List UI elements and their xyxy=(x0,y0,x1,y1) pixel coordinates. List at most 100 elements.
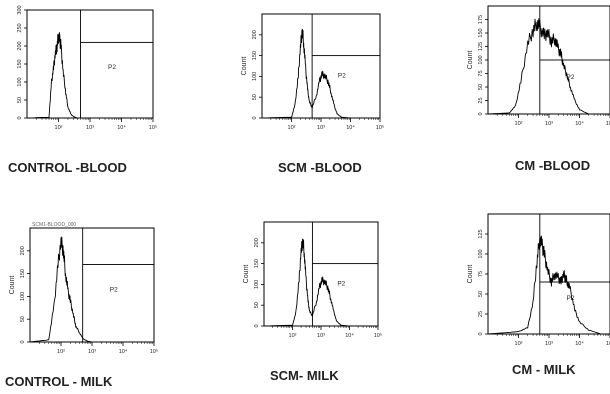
y-tick-label: 300 xyxy=(17,5,23,14)
x-tick-label: 10³ xyxy=(545,341,553,347)
y-tick-label: 25 xyxy=(478,97,484,103)
x-tick-label: 10⁵ xyxy=(606,340,610,347)
caption-control-blood: CONTROL -BLOOD xyxy=(8,160,127,175)
y-tick-label: 150 xyxy=(254,259,260,268)
x-tick-label: 10² xyxy=(289,333,297,339)
y-axis-label: Count xyxy=(241,57,248,76)
histogram-panel-scm-milk: 0 50 100 150 200 Count 10² 10³ 10⁴ 10⁵ P2 xyxy=(232,212,392,352)
caption-cm-milk: CM - MILK xyxy=(512,362,576,377)
y-tick-label: 0 xyxy=(478,332,484,335)
y-tick-label: 75 xyxy=(478,271,484,277)
histogram-trace xyxy=(263,238,378,327)
x-tick-label: 10⁴ xyxy=(575,120,584,127)
y-tick-label: 150 xyxy=(252,51,258,60)
y-tick-label: 50 xyxy=(20,316,26,322)
x-tick-label: 10⁵ xyxy=(376,124,384,131)
y-tick-label: 0 xyxy=(17,116,23,119)
y-tick-label: 100 xyxy=(254,280,260,289)
gate-p2-region xyxy=(311,263,379,327)
y-tick-label: 100 xyxy=(478,249,484,258)
panel-header: SCM1-BLOOD_000 xyxy=(32,222,76,228)
y-tick-label: 150 xyxy=(478,28,484,37)
y-tick-label: 200 xyxy=(20,246,26,255)
histogram-panel-cm-milk: 0 25 50 75 100 125 Count 10² 10³ 10⁴ 10⁵ P2 xyxy=(460,206,610,347)
y-tick-label: 50 xyxy=(252,94,258,100)
x-tick-label: 10⁵ xyxy=(374,332,382,339)
histogram-trace xyxy=(29,236,154,343)
x-tick-label: 10³ xyxy=(317,333,325,339)
x-tick-label: 10⁵ xyxy=(149,124,157,131)
histogram-trace xyxy=(26,32,153,119)
y-tick-label: 125 xyxy=(478,229,484,238)
gate-p2-region xyxy=(539,281,610,335)
x-tick-label: 10² xyxy=(57,349,65,355)
x-tick-label: 10² xyxy=(55,125,63,131)
y-tick-label: 100 xyxy=(478,55,484,64)
y-tick-label: 50 xyxy=(478,291,484,297)
caption-scm-blood: SCM -BLOOD xyxy=(278,160,362,175)
gate-label: P2 xyxy=(338,72,346,79)
x-tick-label: 10³ xyxy=(545,121,553,127)
y-tick-label: 200 xyxy=(254,238,260,247)
histogram-svg: SCM1-BLOOD_000 0 50 100 150 200 Count 10² 10³ 10⁴… xyxy=(9,222,158,355)
y-tick-label: 0 xyxy=(478,112,484,115)
histogram-panel-scm-blood: 0 50 100 150 200 Count 10² 10³ 10⁴ 10⁵ P2 xyxy=(232,6,392,131)
gate-label: P2 xyxy=(566,295,574,302)
histogram-panel-control-milk: SCM1-BLOOD_000 0 50 100 150 200 Count 10² 10³ 10⁴… xyxy=(0,212,160,362)
y-tick-label: 0 xyxy=(20,340,26,343)
y-tick-label: 150 xyxy=(17,59,23,68)
y-tick-label: 250 xyxy=(17,23,23,32)
histogram-panel-cm-blood: 0 25 50 75 100 125 150 175 Count 10² 10³ 10⁴ 10⁵ P2 xyxy=(460,0,610,127)
y-tick-label: 0 xyxy=(254,324,260,327)
x-tick-label: 10⁵ xyxy=(150,348,158,355)
y-tick-label: 25 xyxy=(478,311,484,317)
y-tick-label: 200 xyxy=(17,41,23,50)
y-axis-label: Count xyxy=(467,265,474,284)
y-tick-label: 100 xyxy=(20,292,26,301)
y-axis-label: Count xyxy=(9,276,16,295)
y-axis-label: Count xyxy=(243,265,250,284)
caption-control-milk: CONTROL - MILK xyxy=(5,374,113,389)
y-tick-label: 175 xyxy=(478,15,484,24)
histogram-svg: 0 50 100 150 200 250 300 10² 10³ 10⁴ 10⁵ P2 xyxy=(17,5,157,131)
x-tick-label: 10³ xyxy=(88,349,96,355)
gate-label: P2 xyxy=(110,287,118,294)
x-tick-label: 10² xyxy=(515,121,523,127)
x-tick-label: 10² xyxy=(515,341,523,347)
y-tick-label: 50 xyxy=(17,97,23,103)
y-tick-label: 100 xyxy=(252,72,258,81)
gate-label: P2 xyxy=(566,74,574,81)
x-tick-label: 10⁴ xyxy=(345,332,354,339)
histogram-svg: 0 50 100 150 200 Count 10² 10³ 10⁴ 10⁵ P2 xyxy=(243,221,382,339)
gate-p2-region xyxy=(80,41,154,119)
y-tick-label: 50 xyxy=(478,84,484,90)
y-tick-label: 50 xyxy=(254,302,260,308)
x-tick-label: 10⁵ xyxy=(606,120,610,127)
y-tick-label: 100 xyxy=(17,77,23,86)
histogram-panel-control-blood: 0 50 100 150 200 250 300 10² 10³ 10⁴ 10⁵ P2 xyxy=(0,5,160,131)
y-tick-label: 125 xyxy=(478,42,484,51)
y-tick-label: 200 xyxy=(252,30,258,39)
y-tick-label: 150 xyxy=(20,269,26,278)
y-tick-label: 0 xyxy=(252,116,258,119)
gate-p2-region xyxy=(539,59,610,115)
gate-p2-region xyxy=(82,264,155,343)
gate-label: P2 xyxy=(337,280,345,287)
y-tick-label: 75 xyxy=(478,70,484,76)
x-tick-label: 10⁴ xyxy=(575,340,584,347)
histogram-svg: 0 50 100 150 200 Count 10² 10³ 10⁴ 10⁵ P2 xyxy=(241,13,384,131)
histogram-trace xyxy=(487,18,610,115)
x-tick-label: 10² xyxy=(288,125,296,131)
plot-frame xyxy=(29,227,155,343)
x-tick-label: 10⁴ xyxy=(346,124,355,131)
plot-frame xyxy=(263,221,379,327)
x-tick-label: 10³ xyxy=(86,125,94,131)
histogram-svg: 0 25 50 75 100 125 Count 10² 10³ 10⁴ 10⁵ P2 xyxy=(467,213,610,347)
plot-frame xyxy=(26,9,154,119)
gate-label: P2 xyxy=(108,64,116,71)
x-tick-label: 10⁴ xyxy=(117,124,126,131)
x-tick-label: 10⁴ xyxy=(119,348,128,355)
caption-scm-milk: SCM- MILK xyxy=(270,368,339,383)
histogram-svg: 0 25 50 75 100 125 150 175 Count 10² 10³ 10⁴ 10⁵ P2 xyxy=(467,5,610,127)
histogram-trace xyxy=(487,235,610,335)
